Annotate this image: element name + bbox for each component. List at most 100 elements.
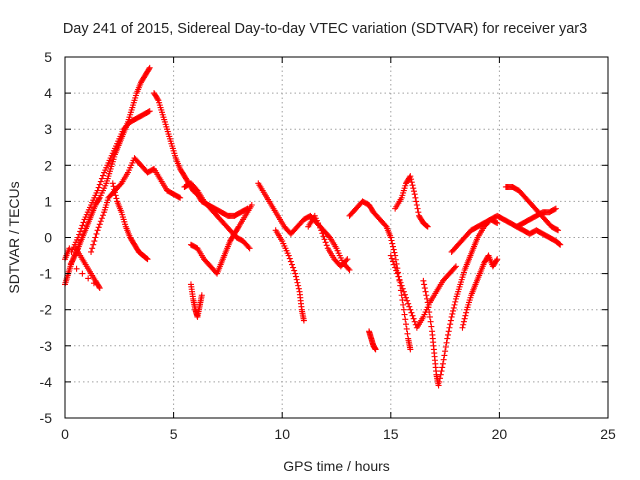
chart-title: Day 241 of 2015, Sidereal Day-to-day VTE… (63, 21, 587, 37)
y-axis-label: SDTVAR / TECUs (6, 181, 22, 293)
data-point (408, 309, 415, 316)
data-point (391, 261, 398, 268)
data-point (438, 368, 445, 375)
x-tick-label: 5 (170, 426, 178, 442)
y-tick-label: -3 (40, 338, 53, 354)
series-arc-17 (448, 216, 501, 255)
data-point (452, 263, 459, 270)
data-point (426, 309, 433, 316)
data-point (345, 265, 352, 272)
data-point (235, 224, 242, 231)
data-point (463, 309, 470, 316)
data-point (410, 188, 417, 195)
data-point (407, 306, 414, 313)
data-point (143, 254, 150, 261)
data-point (294, 279, 301, 286)
data-point (444, 331, 451, 338)
series-arc-13 (366, 328, 379, 353)
data-point (77, 228, 84, 235)
data-point (413, 198, 420, 205)
data-point (97, 218, 104, 225)
series-arc-1 (62, 64, 153, 288)
data-point (95, 184, 102, 191)
data-point (96, 181, 103, 188)
y-tick-label: -4 (40, 374, 53, 390)
data-point (95, 224, 102, 231)
series-arc-8 (187, 281, 205, 320)
data-point (97, 178, 104, 185)
data-point (96, 221, 103, 228)
data-point (389, 258, 396, 265)
data-point (421, 285, 428, 292)
data-point (96, 283, 103, 290)
data-point (414, 205, 421, 212)
data-point (409, 182, 416, 189)
data-point (439, 360, 446, 367)
data-point (94, 227, 101, 234)
series-arc-3 (88, 155, 184, 255)
series-arc-20 (513, 223, 564, 248)
data-point (109, 180, 116, 187)
data-point (400, 306, 407, 313)
x-tick-label: 0 (61, 426, 69, 442)
x-tick-label: 15 (383, 426, 399, 442)
data-point (193, 186, 200, 193)
x-axis-label: GPS time / hours (283, 458, 390, 474)
data-point (408, 176, 415, 183)
data-point (112, 192, 119, 199)
data-point (423, 292, 430, 299)
data-point (405, 300, 412, 307)
data-point (143, 255, 150, 262)
data-point (428, 323, 435, 330)
data-point (557, 241, 564, 248)
data-point (91, 238, 98, 245)
data-point (445, 328, 452, 335)
series-arc-5 (181, 180, 253, 252)
data-point (100, 212, 107, 219)
data-point (393, 267, 400, 274)
data-point (111, 189, 118, 196)
y-tick-label: -5 (40, 410, 53, 426)
data-point (410, 315, 417, 322)
data-point (407, 346, 414, 353)
data-point (413, 202, 420, 209)
data-point (382, 222, 389, 229)
data-point (344, 256, 351, 263)
data-point (392, 264, 399, 271)
data-point (420, 277, 427, 284)
data-point (98, 175, 105, 182)
data-point (435, 382, 442, 389)
data-point (415, 209, 422, 216)
data-point (460, 318, 467, 325)
data-point (403, 321, 410, 328)
data-point (459, 324, 466, 331)
data-point (90, 241, 97, 248)
data-point (401, 311, 408, 318)
data-point (66, 245, 73, 252)
data-point (389, 240, 396, 247)
series-arc-18 (459, 252, 501, 331)
data-point (398, 282, 405, 289)
data-point (322, 239, 329, 246)
data-point (396, 276, 403, 283)
data-point (92, 234, 99, 241)
data-point (424, 295, 430, 302)
data-point (285, 252, 292, 259)
data-point (399, 285, 406, 292)
data-point (319, 230, 326, 237)
data-point (442, 344, 449, 351)
data-point (94, 187, 101, 194)
data-point (145, 66, 152, 73)
data-point (146, 64, 153, 71)
data-point (400, 288, 407, 295)
data-point (110, 183, 117, 190)
data-point (76, 231, 83, 238)
data-point (111, 186, 118, 193)
data-point (198, 292, 205, 299)
data-point (79, 270, 86, 277)
data-point (437, 371, 444, 378)
data-point (96, 285, 103, 292)
data-point (437, 375, 444, 382)
data-point (551, 206, 558, 213)
